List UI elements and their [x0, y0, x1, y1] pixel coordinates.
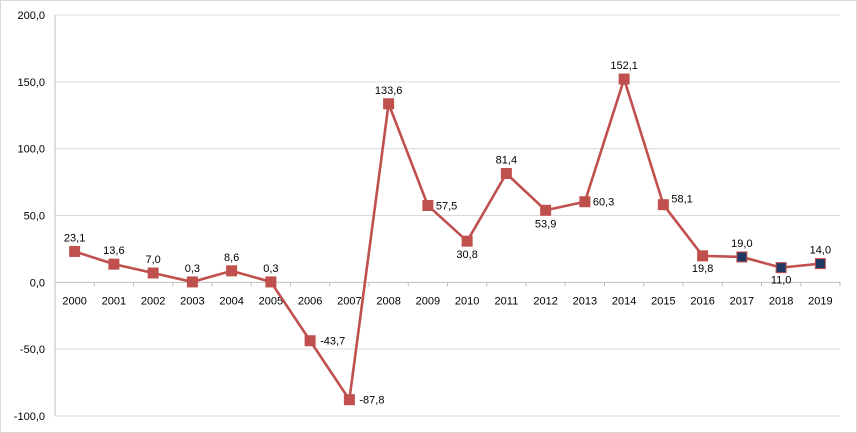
- x-tick-label: 2019: [808, 295, 832, 307]
- data-label: 57,5: [436, 200, 457, 212]
- x-tick-label: 2013: [573, 295, 597, 307]
- x-tick-label: 2002: [141, 295, 165, 307]
- data-label: 7,0: [145, 254, 160, 266]
- data-point-marker: [383, 98, 395, 110]
- x-tick-label: 2009: [416, 295, 440, 307]
- data-point-marker: [736, 251, 748, 263]
- data-point-marker: [814, 258, 826, 270]
- series-line: [74, 77, 821, 401]
- data-point-marker: [461, 235, 473, 247]
- data-label: 19,8: [692, 263, 713, 275]
- data-label: 152,1: [610, 60, 638, 72]
- data-label: 8,6: [224, 252, 239, 264]
- x-tick-label: 2003: [180, 295, 204, 307]
- data-label: 60,3: [593, 197, 614, 209]
- data-label: 53,9: [535, 218, 556, 230]
- data-point-marker: [500, 168, 512, 180]
- y-tick-label: 50,0: [24, 211, 45, 223]
- x-tick-label: 2014: [612, 295, 636, 307]
- x-tick-label: 2004: [219, 295, 243, 307]
- data-label: 13,6: [103, 245, 124, 257]
- x-tick-label: 2001: [102, 295, 126, 307]
- y-tick-label: -50,0: [20, 344, 45, 356]
- x-tick-label: 2016: [690, 295, 714, 307]
- data-point-marker: [579, 196, 591, 208]
- data-point-marker: [265, 276, 277, 288]
- data-label: 11,0: [771, 275, 792, 287]
- data-point-marker: [147, 267, 159, 279]
- data-label: 0,3: [185, 263, 200, 275]
- data-point-marker: [618, 73, 630, 85]
- data-label: 30,8: [456, 249, 477, 261]
- x-tick-label: 2005: [259, 295, 283, 307]
- x-tick-label: 2007: [337, 295, 361, 307]
- y-tick-label: 150,0: [17, 77, 45, 89]
- data-point-marker: [540, 204, 552, 216]
- data-point-marker: [343, 394, 355, 406]
- x-tick-label: 2012: [533, 295, 557, 307]
- data-label: -87,8: [359, 395, 384, 407]
- data-label: 58,1: [671, 194, 692, 206]
- x-tick-label: 2008: [376, 295, 400, 307]
- y-tick-label: 200,0: [17, 10, 45, 22]
- data-label: 81,4: [496, 155, 517, 167]
- data-label: 14,0: [810, 245, 831, 257]
- data-point-marker: [697, 250, 709, 262]
- x-tick-label: 2010: [455, 295, 479, 307]
- x-tick-label: 2011: [495, 295, 519, 307]
- data-point-marker: [657, 199, 669, 211]
- x-tick-label: 2018: [769, 295, 793, 307]
- data-point-marker: [304, 335, 316, 347]
- x-tick-label: 2015: [651, 295, 675, 307]
- data-point-marker: [69, 245, 81, 257]
- x-tick-label: 2000: [62, 295, 86, 307]
- data-point-marker: [186, 276, 198, 288]
- data-label: 19,0: [731, 238, 752, 250]
- data-label: 133,6: [375, 85, 403, 97]
- data-point-marker: [226, 265, 238, 277]
- data-point-marker: [108, 258, 120, 270]
- y-tick-label: -100,0: [14, 411, 45, 423]
- data-label: -43,7: [320, 336, 345, 348]
- data-label: 0,3: [263, 263, 278, 275]
- y-tick-label: 0,0: [30, 277, 45, 289]
- data-point-marker: [422, 199, 434, 211]
- data-point-marker: [775, 262, 787, 274]
- y-tick-label: 100,0: [17, 144, 45, 156]
- data-label: 23,1: [64, 232, 85, 244]
- x-tick-label: 2006: [298, 295, 322, 307]
- x-tick-label: 2017: [730, 295, 754, 307]
